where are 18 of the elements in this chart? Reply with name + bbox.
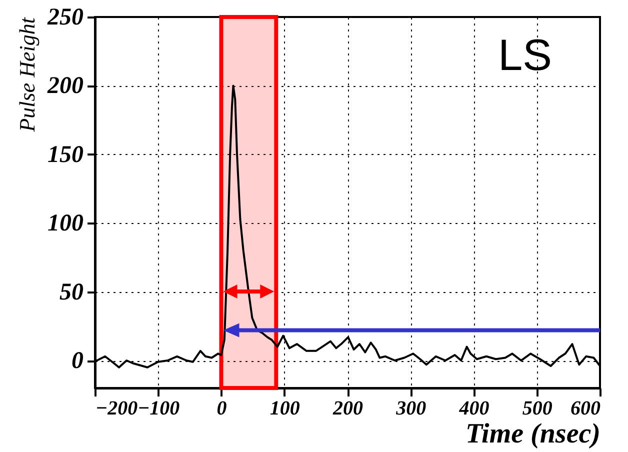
x-tick-label: 400 xyxy=(458,398,490,420)
y-tick-label: 100 xyxy=(48,210,84,237)
x-tick-label: 300 xyxy=(395,398,426,420)
y-tick-label: 0 xyxy=(72,348,84,374)
y-tick-label: 200 xyxy=(46,73,84,100)
y-tick-label: 250 xyxy=(46,4,84,30)
y-tick-label: 50 xyxy=(60,279,84,306)
annotation: LS xyxy=(498,31,552,80)
x-tick-label: 600 xyxy=(570,398,600,420)
x-tick-label: 100 xyxy=(270,398,300,420)
x-tick-label: 0 xyxy=(216,398,227,420)
y-tick-label: 150 xyxy=(48,142,84,168)
x-axis-title: Time (nsec) xyxy=(465,418,600,450)
x-tick-label: 500 xyxy=(522,398,552,420)
x-tick-label: 200 xyxy=(332,398,363,420)
x-tick-label: −200 xyxy=(96,398,138,420)
y-axis-title: Pulse Height xyxy=(14,16,40,133)
x-tick-label: −100 xyxy=(138,398,180,420)
